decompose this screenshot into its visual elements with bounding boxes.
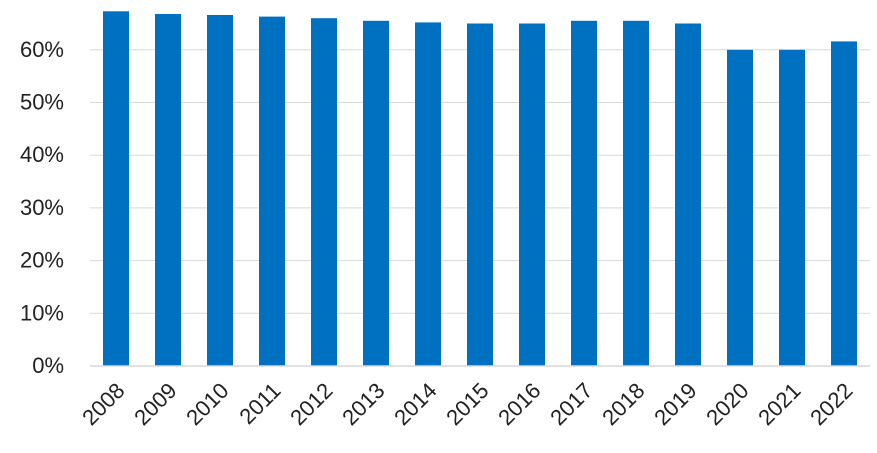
x-tick-label: 2015: [441, 378, 493, 430]
x-tick-label: 2017: [545, 378, 597, 430]
x-axis-ticks: 2008 2009 2010 2011 2012 2013 2014 2015 2016 2017…: [77, 378, 857, 430]
y-tick-label: 50%: [20, 90, 64, 115]
x-tick-label: 2008: [77, 378, 129, 430]
bar-2017: [571, 20, 597, 367]
y-axis-ticks: 0% 10% 20% 30% 40% 50% 60%: [20, 37, 64, 378]
bar-2014: [415, 22, 441, 367]
x-tick-label: 2019: [649, 378, 701, 430]
bars: [103, 11, 857, 367]
bar-2008: [103, 11, 129, 367]
y-tick-label: 60%: [20, 37, 64, 62]
x-tick-label: 2014: [389, 378, 441, 430]
x-tick-label: 2021: [753, 378, 805, 430]
bar-2022: [831, 41, 857, 367]
bar-2013: [363, 20, 389, 367]
y-tick-label: 40%: [20, 142, 64, 167]
x-tick-label: 2012: [285, 378, 337, 430]
bar-2015: [467, 23, 493, 366]
bar-2011: [259, 16, 285, 366]
x-tick-label: 2022: [805, 378, 857, 430]
x-tick-label: 2016: [493, 378, 545, 430]
bar-2019: [675, 23, 701, 366]
x-tick-label: 2020: [701, 378, 753, 430]
bar-2021: [779, 49, 805, 367]
bar-2010: [207, 15, 233, 366]
y-tick-label: 0%: [32, 353, 64, 378]
x-tick-label: 2013: [337, 378, 389, 430]
y-tick-label: 20%: [20, 248, 64, 273]
bar-2018: [623, 20, 649, 367]
x-tick-label: 2018: [597, 378, 649, 430]
bar-2020: [727, 49, 753, 367]
y-tick-label: 10%: [20, 300, 64, 325]
y-tick-label: 30%: [20, 195, 64, 220]
x-tick-label: 2011: [234, 378, 285, 429]
bar-2016: [519, 23, 545, 366]
bar-2009: [155, 14, 181, 366]
x-tick-label: 2009: [129, 378, 181, 430]
bar-2012: [311, 18, 337, 366]
x-tick-label: 2010: [181, 378, 233, 430]
